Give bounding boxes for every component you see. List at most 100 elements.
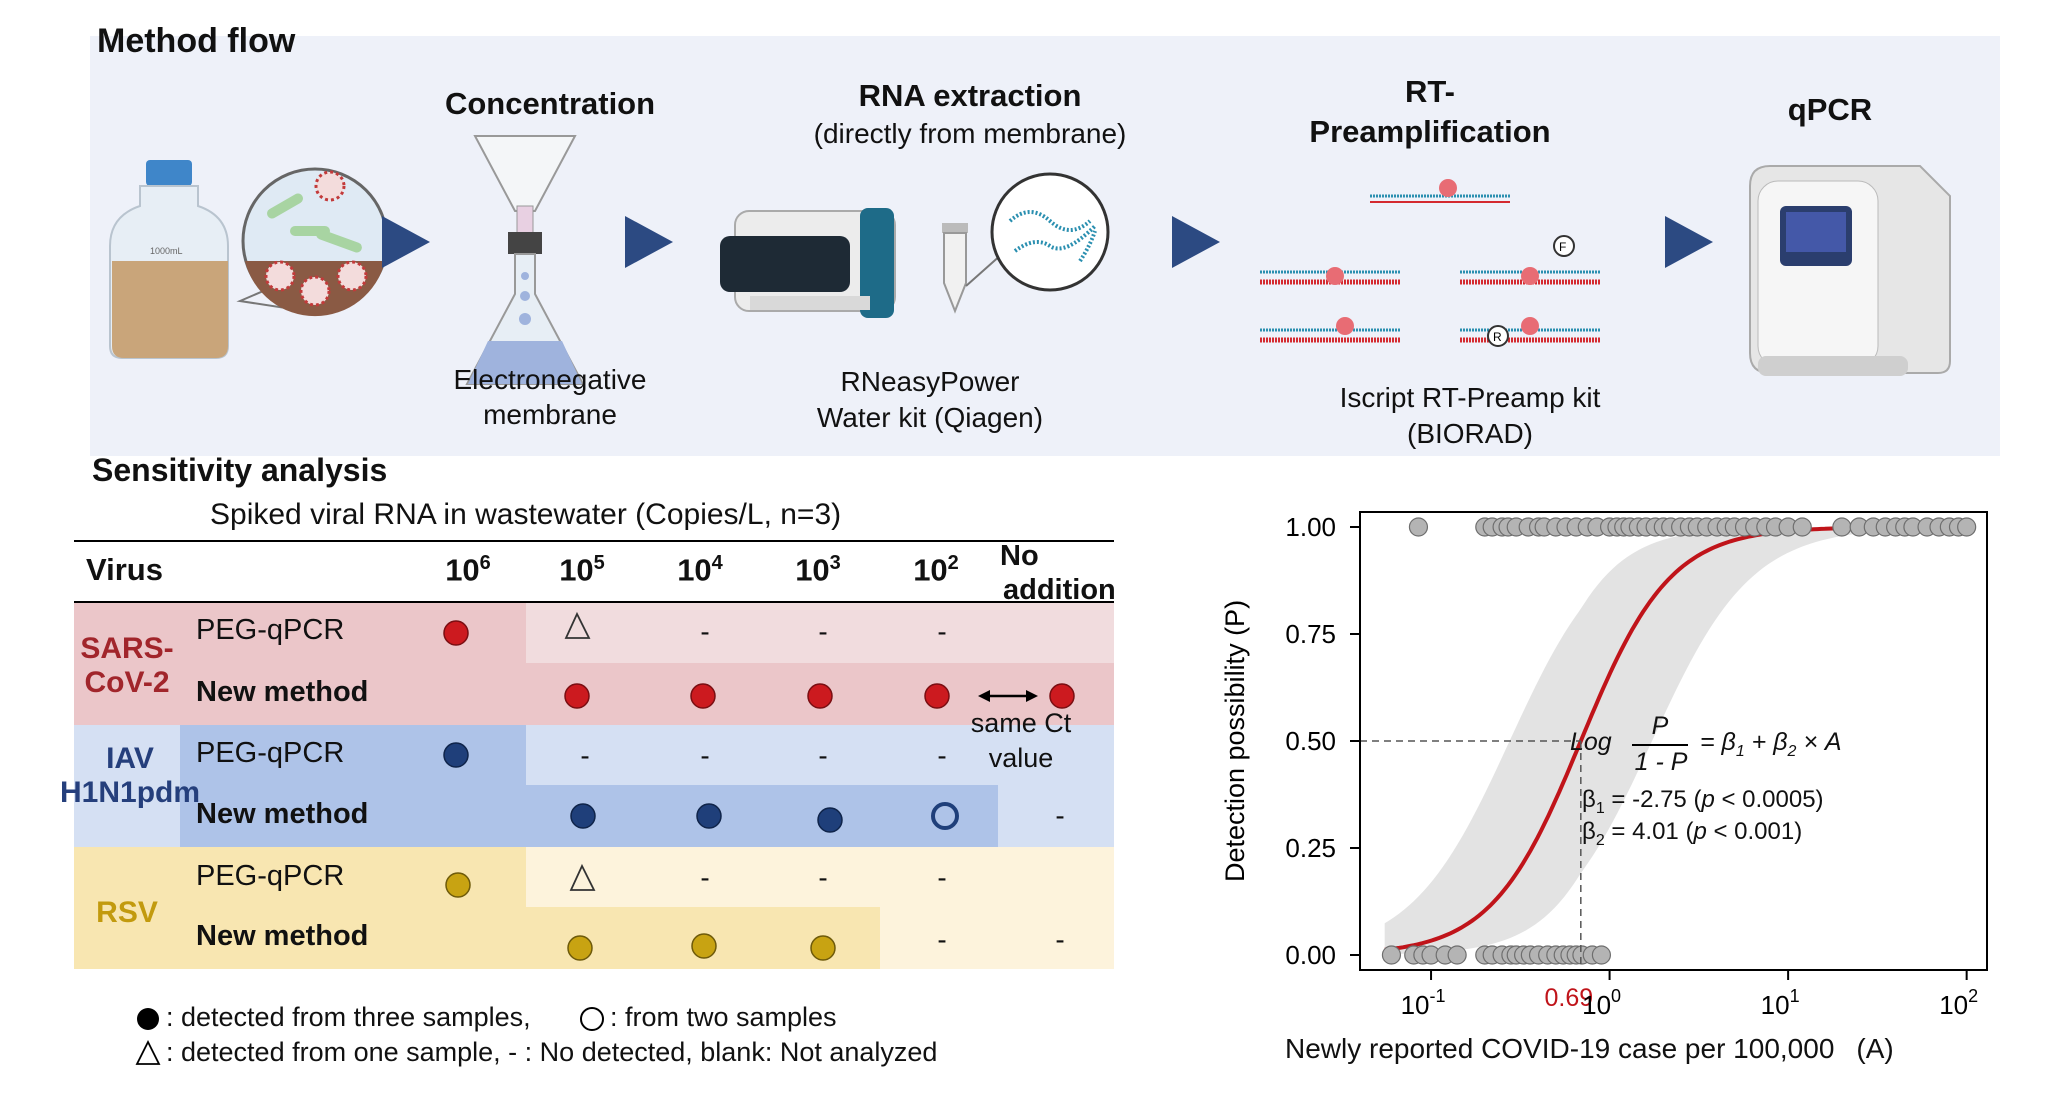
formula-rhs: = β1 + β2 × A xyxy=(1700,728,1842,760)
marker-detected-one xyxy=(564,611,591,639)
y-axis-label: Detection possibility (P) xyxy=(1220,600,1250,882)
sensitivity-subtitle: Spiked viral RNA in wastewater (Copies/L… xyxy=(210,498,842,531)
marker-detected-three xyxy=(691,933,717,959)
step-qpcr-title: qPCR xyxy=(1787,92,1873,127)
data-point-not-detected xyxy=(1381,945,1402,965)
data-point-detected xyxy=(1957,517,1977,537)
not-detected: - xyxy=(700,616,710,647)
marker-detected-three xyxy=(1049,683,1075,709)
legend-filled-circle-icon xyxy=(137,1008,159,1030)
not-detected: - xyxy=(700,862,710,893)
flow-arrow-icon xyxy=(625,216,673,268)
coefficient-beta1: β1 = -2.75 (p < 0.0005) xyxy=(1582,786,1824,817)
preamplification-diagram-icon: F R xyxy=(1260,179,1600,347)
sars-peg-not-analyzed xyxy=(526,603,1114,663)
x-axis-suffix: (A) xyxy=(1856,1033,1894,1064)
y-tick-label: 1.00 xyxy=(1285,512,1336,542)
marker-detected-three xyxy=(807,683,833,709)
data-point-detected xyxy=(1792,517,1812,537)
rsv-peg-label: PEG-qPCR xyxy=(196,860,345,892)
not-detected: - xyxy=(1055,800,1065,831)
y-tick-label: 0.50 xyxy=(1285,726,1336,756)
virus-rsv-name: RSV xyxy=(96,896,158,929)
column-1e6: 106 xyxy=(445,552,491,588)
not-detected: - xyxy=(580,740,590,771)
sensitivity-title: Sensitivity analysis xyxy=(92,452,388,488)
sars-name-cell xyxy=(74,603,180,725)
flow-arrow-icon xyxy=(1665,216,1713,268)
legend-triangle-icon xyxy=(135,1039,161,1065)
virus-sars-name: SARS- CoV-2 xyxy=(80,632,174,699)
data-point-not-detected xyxy=(1591,945,1612,965)
step-concentration-caption-1: Electronegative xyxy=(453,364,647,395)
column-1e5: 105 xyxy=(559,552,605,588)
not-detected: - xyxy=(937,740,947,771)
sample-tube-icon xyxy=(942,223,1003,314)
column-1e4: 104 xyxy=(677,552,723,588)
y-tick-label: 0.00 xyxy=(1285,940,1336,970)
not-detected: - xyxy=(937,862,947,893)
data-point-not-detected xyxy=(1447,945,1467,965)
step-rt-preamp-title-2: Preamplification xyxy=(1309,114,1551,149)
marker-detected-three xyxy=(570,803,596,829)
legend-open-circle-icon xyxy=(580,1007,604,1031)
method-flow-title: Method flow xyxy=(97,22,296,60)
legend-three-samples: : detected from three samples, xyxy=(166,1002,531,1032)
column-no-addition-1: No xyxy=(1000,540,1039,572)
marker-detected-two xyxy=(931,802,959,830)
extraction-instrument-icon xyxy=(720,208,896,318)
step-rna-extraction-title: RNA extraction xyxy=(858,78,1082,113)
step-rna-extraction-caption-2: Water kit (Qiagen) xyxy=(816,402,1044,433)
iav-name-cell xyxy=(74,725,180,847)
not-detected: - xyxy=(937,616,947,647)
same-ct-note-2: value xyxy=(988,743,1054,773)
bottle-volume-label: 1000mL xyxy=(150,246,183,256)
marker-detected-three xyxy=(810,935,836,961)
method-flow-illustrations: 1000mL xyxy=(109,135,1951,385)
marker-detected-three xyxy=(696,803,722,829)
data-point-detected xyxy=(1832,517,1852,537)
same-ct-arrow-icon xyxy=(978,690,1038,702)
formula-fraction-bar xyxy=(1632,744,1688,746)
probe-f-label: F xyxy=(1559,240,1566,254)
iav-new-label: New method xyxy=(196,798,369,830)
probe-r-label: R xyxy=(1493,330,1502,344)
marker-detected-three xyxy=(443,620,469,646)
legend-two-samples: : from two samples xyxy=(610,1002,837,1032)
not-detected: - xyxy=(700,740,710,771)
marker-detected-three xyxy=(443,742,469,768)
sars-peg-label: PEG-qPCR xyxy=(196,614,345,646)
column-virus: Virus xyxy=(86,552,163,587)
step-concentration-title: Concentration xyxy=(444,86,656,121)
rna-magnified-icon xyxy=(990,172,1110,292)
sample-bottle-icon: 1000mL xyxy=(109,160,229,359)
logistic-regression-chart: 0.69 0.00 0.25 0.50 0.75 1.00 10-1 100 101 102 D… xyxy=(1220,511,1988,1020)
marker-detected-three xyxy=(817,807,843,833)
marker-detected-three xyxy=(564,683,590,709)
qpcr-instrument-icon xyxy=(1749,165,1951,376)
marker-detected-three xyxy=(445,872,471,898)
y-tick-label: 0.75 xyxy=(1285,619,1336,649)
magnified-sample-icon xyxy=(236,167,389,317)
step-rt-preamp-caption-1: Iscript RT-Preamp kit xyxy=(1339,382,1601,413)
x-tick-label: 10-1 xyxy=(1401,986,1446,1020)
not-detected: - xyxy=(818,740,828,771)
marker-detected-three xyxy=(690,683,716,709)
y-tick-label: 0.25 xyxy=(1285,833,1336,863)
iav-peg-label: PEG-qPCR xyxy=(196,737,345,769)
not-detected: - xyxy=(1055,924,1065,955)
same-ct-note-1: same Ct xyxy=(970,708,1072,738)
virus-iav-name: IAV H1N1pdm xyxy=(60,742,201,809)
threshold-label: 0.69 xyxy=(1544,984,1593,1012)
legend-one-sample: : detected from one sample, - : No detec… xyxy=(166,1037,938,1067)
rsv-new-analyzed xyxy=(180,907,880,969)
data-point-detected xyxy=(1408,517,1429,537)
table-top-rule xyxy=(74,540,1114,542)
formula-log: Log xyxy=(1570,728,1612,756)
step-rna-extraction-caption-1: RNeasyPower xyxy=(840,366,1020,397)
formula-denominator: 1 - P xyxy=(1634,748,1688,776)
x-tick-label: 100 xyxy=(1582,986,1621,1020)
rsv-peg-analyzed xyxy=(180,847,526,907)
step-rt-preamp-title-1: RT- xyxy=(1405,74,1455,109)
